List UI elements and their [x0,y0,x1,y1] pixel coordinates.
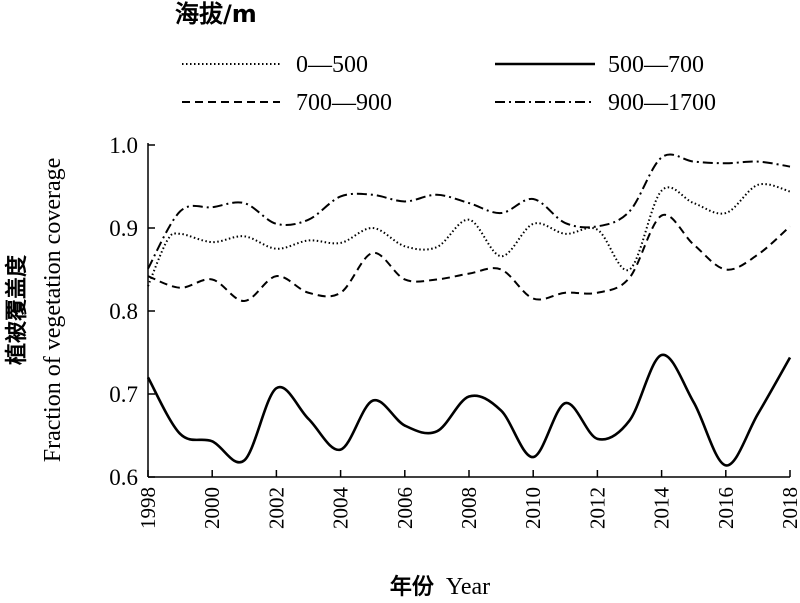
legend-label: 700—900 [296,90,392,116]
legend-item-0-500: 0—500 [182,52,368,78]
legend-item-500-700: 500—700 [495,52,704,78]
legend-item-700-900: 700—900 [182,90,392,116]
y-tick-label: 1.0 [109,133,138,158]
series-line-solid [146,353,792,467]
y-tick-label: 0.7 [109,382,138,407]
series-layer [146,153,792,467]
x-tick-label: 2018 [778,487,800,529]
y-axis-label-en: Fraction of vegetation coverage [40,158,66,463]
axes: 0.6 0.7 0.8 0.9 1.0 1998 2000 2002 2004 2006 2008… [109,133,800,529]
y-tick-label: 0.8 [109,299,138,324]
x-axis-label-en: Year [446,574,490,600]
x-tick-label: 2002 [264,487,288,529]
x-axis-label-cn: 年份 [390,574,435,600]
legend: 海拔/m 0—500 500—700 700—900 900—1700 [175,0,716,116]
legend-label: 900—1700 [608,90,716,116]
x-axis-label: 年份 Year [390,574,490,600]
y-tick-label: 0.9 [109,216,138,241]
y-axis-label-cn: 植被覆盖度 [4,254,30,365]
x-tick-label: 2004 [329,487,353,530]
x-tick-label: 2000 [200,487,224,529]
legend-label: 0—500 [296,52,368,78]
series-line-dotted [147,183,791,287]
series-line-dashed [147,213,791,303]
x-tick-label: 2016 [714,487,738,529]
y-axis-label: 植被覆盖度 Fraction of vegetation coverage [4,158,66,463]
x-ticks: 1998 2000 2002 2004 2006 2008 2010 2012 2014 2016… [136,470,800,529]
x-tick-label: 1998 [136,487,160,529]
x-tick-label: 2010 [521,487,545,529]
y-tick-label: 0.6 [109,465,138,490]
series-line-dashdot [147,153,791,270]
x-tick-label: 2012 [585,487,609,529]
x-tick-label: 2008 [457,487,481,529]
x-tick-label: 2014 [650,487,674,530]
legend-label: 500—700 [608,52,704,78]
legend-title: 海拔/m [175,0,257,28]
legend-item-900-1700: 900—1700 [495,90,716,116]
y-ticks: 0.6 0.7 0.8 0.9 1.0 [109,133,155,490]
x-tick-label: 2006 [393,487,417,529]
svg-text:年份 Year: 年份 Year [390,574,490,600]
